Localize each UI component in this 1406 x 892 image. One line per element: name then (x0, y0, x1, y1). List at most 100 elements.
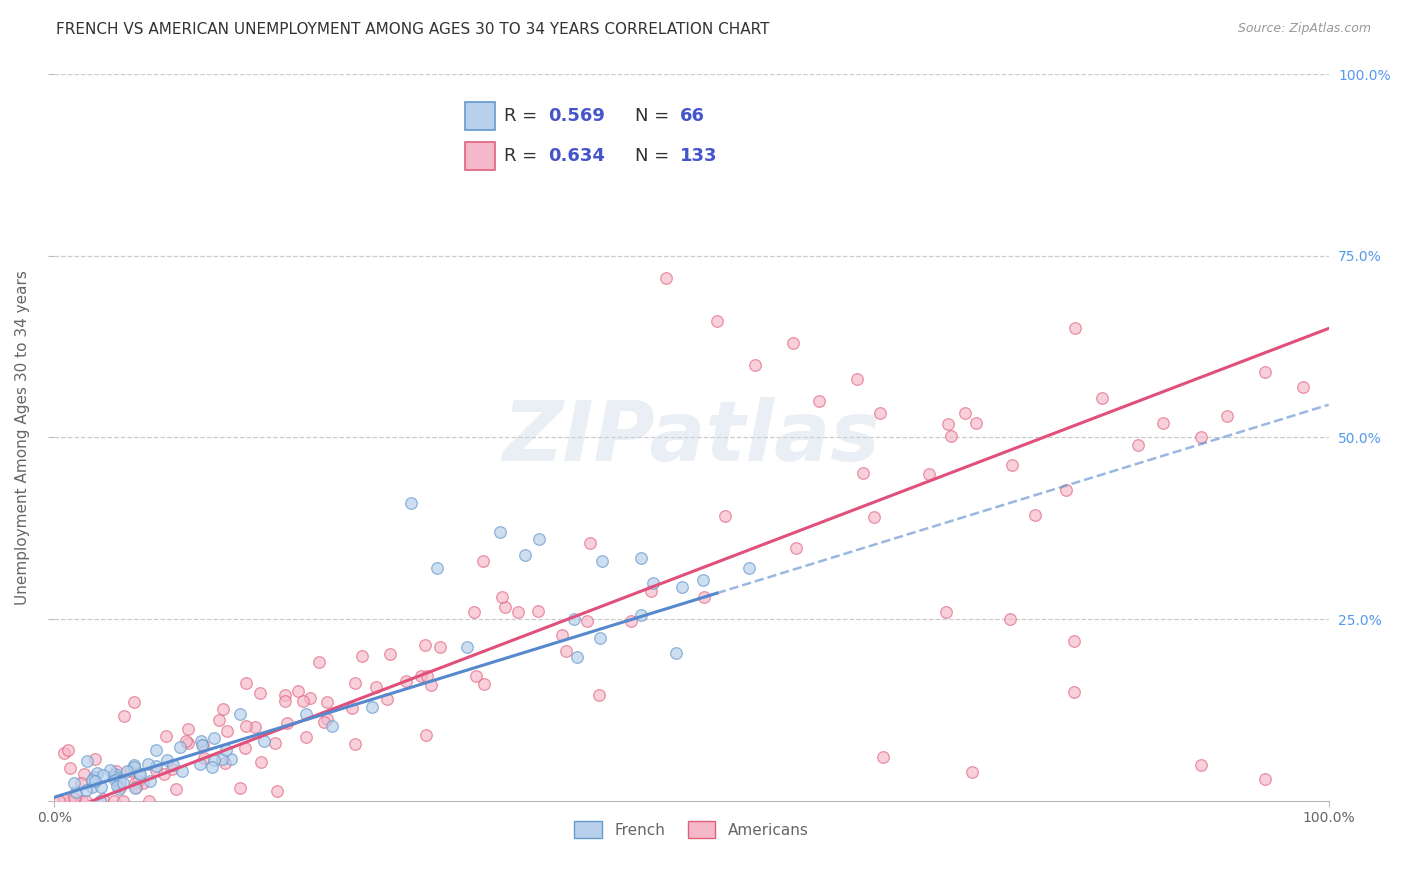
Point (145, 763, 167, 777)
Point (464, 668, 486, 682)
Point (744, 358, 766, 372)
Point (266, 784, 288, 798)
Point (291, 694, 314, 708)
Point (589, 631, 612, 645)
Point (59, 761, 82, 775)
Point (619, 614, 641, 628)
Point (785, 541, 807, 555)
Point (1054, 483, 1077, 498)
Point (413, 638, 436, 652)
Point (201, 760, 224, 774)
Point (127, 774, 149, 789)
Point (640, 584, 662, 599)
Point (298, 691, 321, 706)
Point (122, 760, 145, 774)
Point (190, 734, 212, 748)
Point (124, 780, 146, 795)
Point (252, 734, 274, 748)
Point (90, 780, 112, 794)
Point (249, 755, 271, 769)
Point (965, 416, 987, 430)
Point (65, 785, 87, 799)
Point (426, 561, 449, 575)
Point (554, 644, 576, 658)
Point (138, 794, 160, 808)
Point (276, 716, 298, 731)
Point (295, 730, 318, 744)
Point (104, 766, 127, 780)
Point (782, 335, 804, 350)
Point (118, 764, 141, 778)
Point (364, 680, 387, 694)
Point (128, 766, 150, 780)
Point (565, 649, 588, 664)
Point (918, 467, 941, 481)
Point (172, 764, 194, 779)
Point (953, 406, 976, 420)
Legend: French, Americans: French, Americans (568, 815, 814, 844)
Point (1215, 409, 1237, 423)
Point (630, 550, 652, 565)
Point (83, 751, 105, 765)
Point (104, 773, 127, 788)
Point (93, 768, 115, 782)
Point (419, 678, 441, 692)
Point (124, 776, 146, 790)
Point (340, 701, 363, 715)
Point (249, 686, 271, 700)
Point (204, 753, 226, 767)
Point (489, 524, 512, 539)
Point (872, 750, 894, 764)
Point (110, 780, 132, 794)
Point (352, 648, 374, 663)
Point (472, 554, 495, 568)
Point (211, 751, 233, 765)
Point (86, 766, 108, 780)
Point (939, 428, 962, 442)
Point (998, 612, 1021, 626)
Point (76, 754, 98, 768)
Point (1254, 365, 1277, 379)
Point (513, 549, 536, 563)
Point (83, 770, 105, 784)
Point (807, 394, 830, 409)
Point (1126, 438, 1149, 452)
Point (188, 756, 211, 771)
Point (429, 640, 451, 654)
Point (125, 780, 148, 794)
Point (165, 782, 187, 797)
Point (862, 510, 884, 524)
Point (48, 794, 70, 808)
Point (714, 508, 737, 523)
Point (315, 695, 337, 709)
Point (212, 702, 235, 716)
Point (111, 794, 134, 808)
Point (643, 575, 665, 590)
Point (630, 607, 652, 622)
Point (1063, 634, 1085, 648)
Point (111, 776, 134, 790)
Point (132, 776, 155, 790)
Point (1189, 757, 1212, 772)
Point (235, 719, 257, 733)
Point (415, 728, 437, 742)
Point (177, 736, 200, 750)
Point (108, 774, 131, 789)
Point (869, 406, 891, 420)
Point (463, 605, 485, 619)
Point (160, 762, 183, 776)
Point (588, 689, 610, 703)
Point (551, 628, 574, 642)
Point (62, 776, 84, 790)
Point (103, 771, 125, 785)
Point (191, 738, 214, 752)
Point (274, 688, 297, 702)
Point (1292, 379, 1315, 393)
Point (243, 720, 266, 734)
Point (80, 780, 103, 794)
Point (655, 270, 678, 285)
Y-axis label: Unemployment Among Ages 30 to 34 years: Unemployment Among Ages 30 to 34 years (15, 270, 30, 605)
Point (852, 467, 875, 481)
Point (162, 758, 184, 772)
Point (1152, 416, 1174, 430)
